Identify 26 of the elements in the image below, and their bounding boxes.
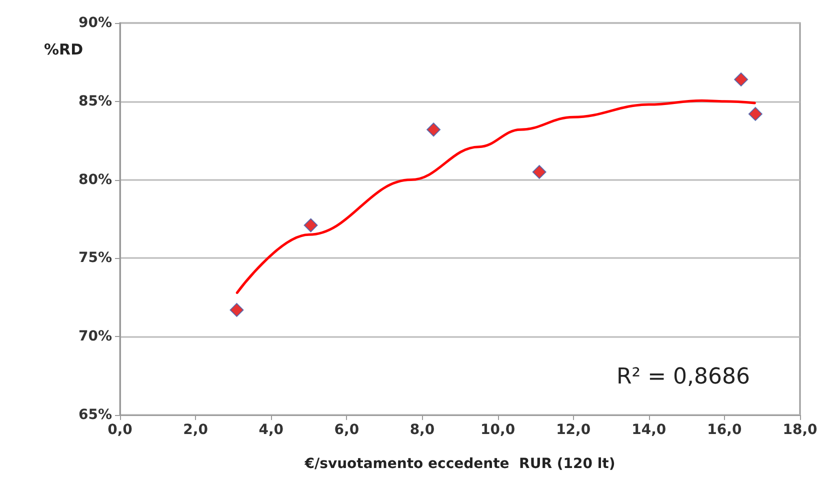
y-tick-label: 75% [78, 250, 112, 266]
x-tick-label: 8,0 [410, 422, 435, 438]
x-tick-label: 0,0 [108, 422, 133, 438]
x-tick-label: 16,0 [707, 422, 742, 438]
x-tick-label: 10,0 [480, 422, 516, 438]
point [230, 302, 244, 317]
point [734, 72, 748, 86]
point [532, 164, 546, 179]
y-tick-label: 80% [78, 172, 112, 188]
x-tick-label: 14,0 [632, 422, 666, 438]
point [748, 106, 762, 121]
point [426, 122, 441, 137]
x-tick-label: 6,0 [334, 422, 360, 438]
x-tick-label: 2,0 [183, 422, 208, 438]
x-tick-label: 12,0 [556, 422, 591, 438]
y-axis-title: %RD [44, 40, 84, 58]
y-tick-label: 90% [78, 15, 112, 31]
y-tick-label: 65% [78, 407, 112, 423]
y-tick-label: 70% [78, 328, 112, 345]
y-tick-label: 85% [78, 93, 112, 110]
point [304, 218, 318, 232]
x-tick-label: 18,0 [782, 422, 818, 438]
x-axis-title: €/svuotamento eccedente RUR (120 lt) [304, 456, 616, 472]
x-tick-label: 4,0 [258, 422, 284, 438]
line-series [236, 99, 756, 294]
annotation: R² = 0,8686 [616, 364, 750, 390]
